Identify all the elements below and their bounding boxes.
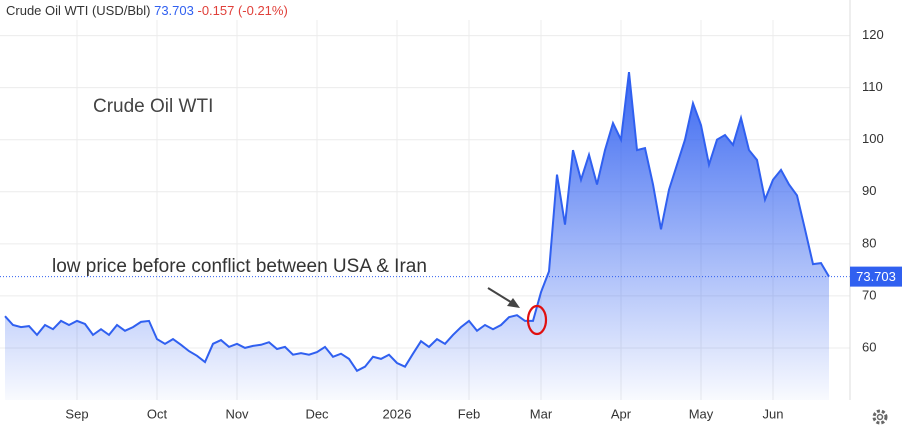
y-tick-label: 80 <box>862 235 876 250</box>
y-tick-label: 60 <box>862 339 876 354</box>
x-tick-label: Apr <box>611 406 632 421</box>
y-tick-label: 120 <box>862 27 884 42</box>
price-change: -0.157 (-0.21%) <box>197 3 287 18</box>
x-tick-label: Oct <box>147 406 168 421</box>
arrow-head <box>507 298 520 308</box>
line <box>4 71 830 373</box>
y-tick-label: 90 <box>862 183 876 198</box>
annotation: Crude Oil WTI <box>93 96 213 117</box>
highlight-circle <box>526 304 548 336</box>
price-label-box <box>850 266 902 287</box>
x-tick-label: Feb <box>458 406 480 421</box>
x-tick-label: Mar <box>530 406 553 421</box>
y-tick-label: 110 <box>862 79 883 94</box>
chart-title: Crude Oil WTI (USD/Bbl) <box>6 3 150 18</box>
x-tick-label: Jun <box>763 406 784 421</box>
x-tick-label: Nov <box>225 406 249 421</box>
settings-icon[interactable] <box>872 409 888 425</box>
price-label: 73.703 <box>856 269 896 284</box>
arrow <box>487 287 515 305</box>
x-tick-label: Sep <box>65 406 88 421</box>
x-tick-label: 2026 <box>383 406 412 421</box>
x-tick-label: Dec <box>305 406 329 421</box>
header: Crude Oil WTI (USD/Bbl) 73.703 -0.157 (-… <box>6 3 288 18</box>
gear[interactable] <box>872 409 888 425</box>
y-tick-label: 100 <box>862 131 884 146</box>
last-price: 73.703 <box>154 3 194 18</box>
area <box>5 72 829 400</box>
data <box>0 71 850 400</box>
annotation: low price before conflict between USA & … <box>52 256 427 277</box>
y-tick-label: 70 <box>862 287 876 302</box>
gear-hub[interactable] <box>876 413 884 421</box>
x-tick-label: May <box>689 406 714 421</box>
